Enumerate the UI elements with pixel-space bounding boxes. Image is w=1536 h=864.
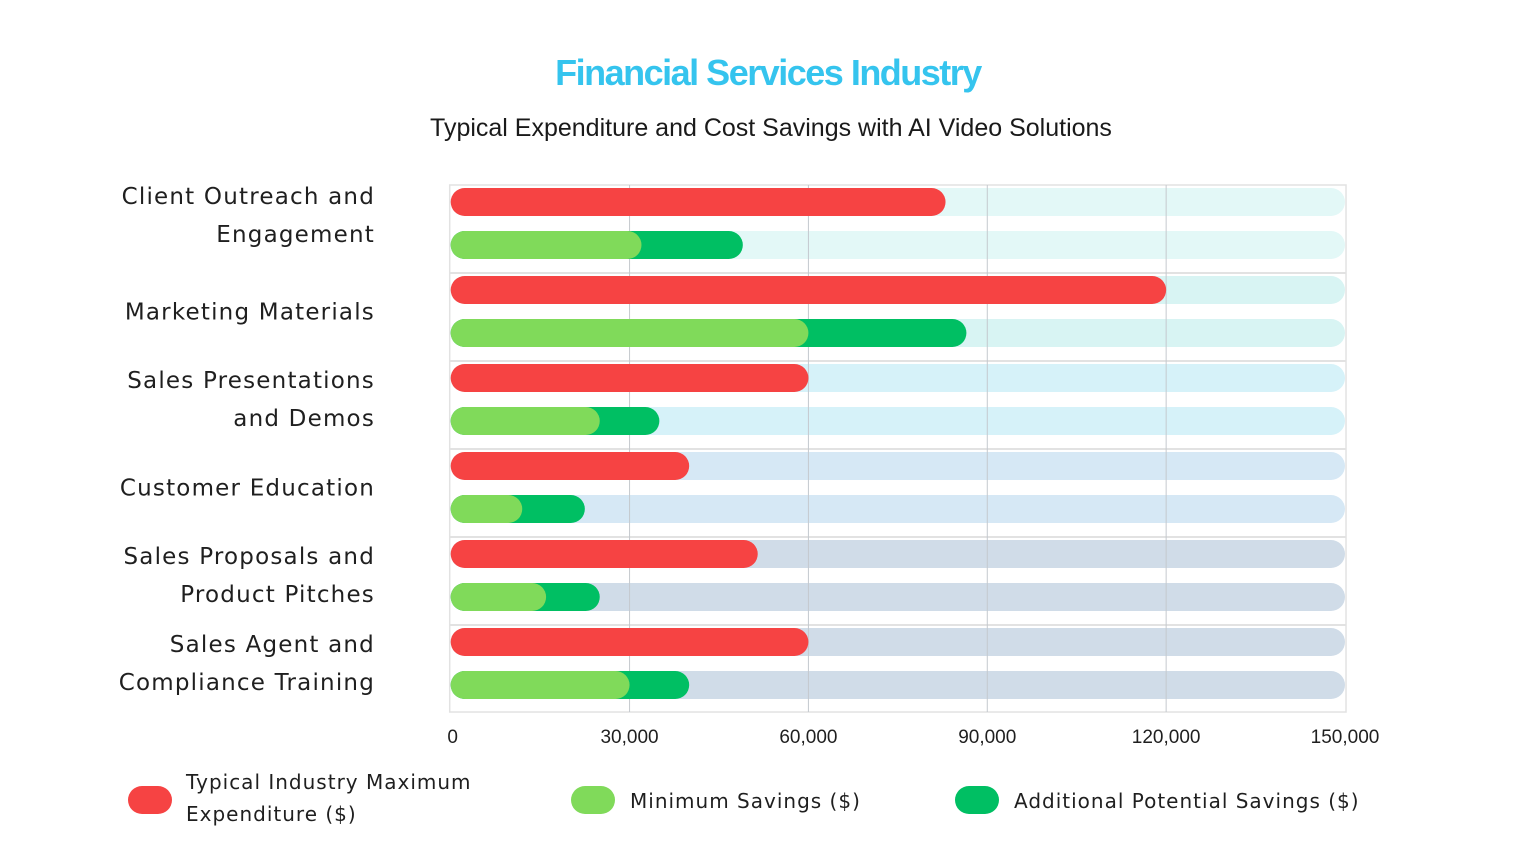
bar-minimum-savings (450, 583, 547, 611)
bar-max-expenditure (450, 628, 809, 656)
legend-swatch (128, 786, 172, 814)
category-label-line: Sales Presentations (127, 368, 375, 394)
category-label-line: Customer Education (120, 476, 375, 502)
category-label: Sales Proposals and Product Pitches (123, 544, 375, 608)
legend-label-line: Additional Potential Savings ($) (1014, 789, 1360, 813)
legend-label-line: Minimum Savings ($) (630, 789, 861, 813)
legend-label: Minimum Savings ($) (630, 789, 861, 813)
legend-swatch (955, 786, 999, 814)
category-label-line: Compliance Training (119, 670, 375, 696)
legend-label-line: Typical Industry Maximum (185, 770, 472, 794)
bar-max-expenditure (450, 540, 758, 568)
category-label-line: Sales Agent and (170, 632, 375, 658)
legend-swatch (571, 786, 615, 814)
category-label: Sales Agent and Compliance Training (119, 632, 375, 696)
category-label-line: and Demos (233, 406, 375, 432)
x-tick-label: 60,000 (779, 727, 837, 748)
category-label-line: Engagement (216, 222, 375, 248)
category-label: Customer Education (120, 476, 375, 502)
bar-track (450, 583, 1345, 611)
category-label-line: Sales Proposals and (123, 544, 375, 570)
bar-minimum-savings (450, 407, 600, 435)
chart-title: Financial Services Industry (555, 52, 982, 93)
x-tick-label: 150,000 (1311, 727, 1380, 748)
chart-subtitle: Typical Expenditure and Cost Savings wit… (430, 114, 1112, 142)
legend-label: Additional Potential Savings ($) (1014, 789, 1360, 813)
bar-max-expenditure (450, 364, 809, 392)
x-tick-label: 0 (447, 727, 458, 748)
category-label-line: Marketing Materials (125, 300, 375, 326)
category-label: Sales Presentations and Demos (127, 368, 375, 432)
category-label-line: Client Outreach and (122, 184, 375, 210)
bar-minimum-savings (450, 231, 642, 259)
category-label: Client Outreach and Engagement (122, 184, 375, 248)
bar-max-expenditure (450, 276, 1167, 304)
category-label-line: Product Pitches (180, 582, 375, 608)
bar-minimum-savings (450, 495, 523, 523)
bar-minimum-savings (450, 671, 630, 699)
legend-label-line: Expenditure ($) (186, 802, 357, 826)
x-tick-label: 30,000 (600, 727, 658, 748)
category-label: Marketing Materials (125, 300, 375, 326)
x-tick-label: 90,000 (958, 727, 1016, 748)
x-tick-label: 120,000 (1132, 727, 1201, 748)
bar-minimum-savings (450, 319, 809, 347)
bar-track (450, 407, 1345, 435)
bar-max-expenditure (450, 452, 690, 480)
bar-max-expenditure (450, 188, 946, 216)
bar-track (450, 495, 1345, 523)
legend-label: Typical Industry Maximum Expenditure ($) (185, 770, 472, 826)
